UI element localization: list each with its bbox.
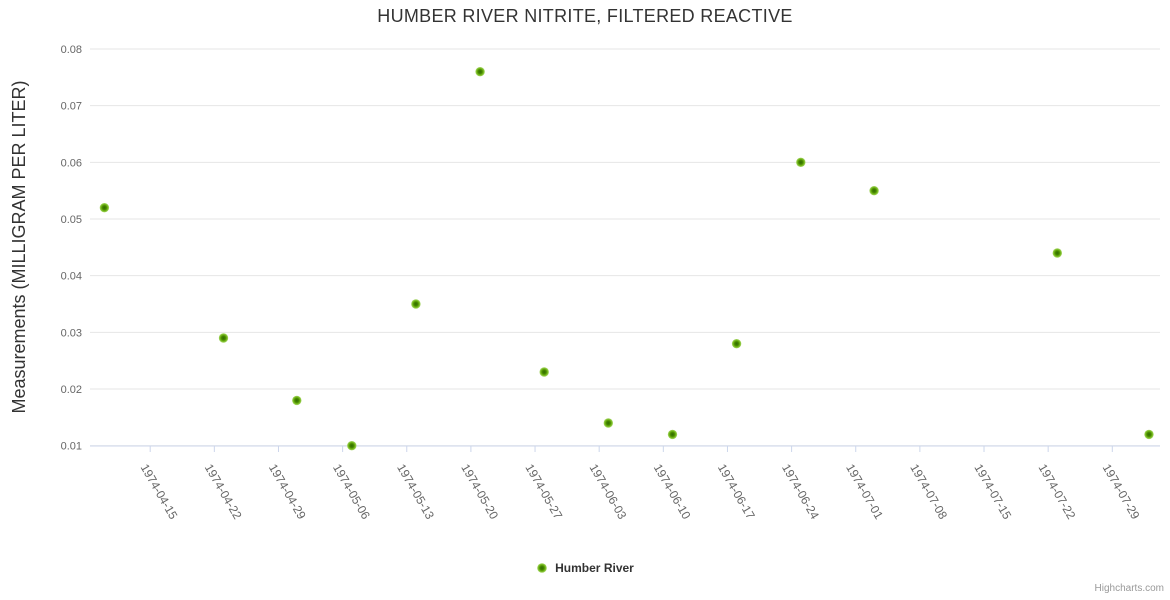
legend-item-humber-river[interactable]: Humber River xyxy=(0,561,1170,575)
x-axis-label: 1974-06-03 xyxy=(587,462,630,522)
y-axis-label: 0.02 xyxy=(61,384,82,396)
data-point[interactable] xyxy=(347,441,357,451)
chart-title: HUMBER RIVER NITRITE, FILTERED REACTIVE xyxy=(377,6,793,26)
data-point[interactable] xyxy=(218,333,229,343)
x-axis-label: 1974-05-20 xyxy=(458,462,501,522)
data-point[interactable] xyxy=(1144,429,1154,440)
y-axis-label: 0.08 xyxy=(61,44,82,56)
data-point[interactable] xyxy=(411,299,421,309)
legend-series-label: Humber River xyxy=(555,561,634,575)
data-point[interactable] xyxy=(475,67,485,77)
x-axis-label: 1974-04-15 xyxy=(138,462,181,522)
x-axis-label: 1974-04-29 xyxy=(266,462,309,522)
y-axis-label: 0.05 xyxy=(61,214,82,226)
y-axis-label: 0.03 xyxy=(61,327,82,339)
x-axis-label: 1974-06-10 xyxy=(651,462,694,522)
x-axis-label: 1974-05-13 xyxy=(394,462,437,522)
y-axis-label: 0.01 xyxy=(61,441,82,453)
x-axis-label: 1974-07-29 xyxy=(1100,462,1143,522)
data-point[interactable] xyxy=(796,157,806,167)
x-axis-label: 1974-05-06 xyxy=(330,462,373,522)
data-point[interactable] xyxy=(539,367,549,377)
x-axis-label: 1974-06-24 xyxy=(779,462,822,522)
y-axis-label: 0.07 xyxy=(61,101,82,113)
x-axis-label: 1974-07-01 xyxy=(843,462,886,522)
x-axis-label: 1974-05-27 xyxy=(522,462,565,522)
y-axis-label: 0.04 xyxy=(61,271,82,283)
data-point[interactable] xyxy=(1052,248,1063,258)
data-point[interactable] xyxy=(667,429,678,440)
y-axis-label: 0.06 xyxy=(61,157,82,169)
legend-marker-icon xyxy=(537,563,547,573)
data-point[interactable] xyxy=(292,395,302,406)
x-axis-label: 1974-04-22 xyxy=(202,462,245,522)
data-point[interactable] xyxy=(603,418,613,428)
x-axis-label: 1974-07-15 xyxy=(971,462,1014,522)
y-axis-title: Measurements (MILLIGRAM PER LITER) xyxy=(9,80,29,413)
x-axis-label: 1974-07-22 xyxy=(1036,462,1079,522)
x-axis-label: 1974-07-08 xyxy=(907,462,950,522)
data-point[interactable] xyxy=(869,186,879,196)
data-point[interactable] xyxy=(731,339,742,349)
highcharts-credits-link[interactable]: Highcharts.com xyxy=(1094,583,1164,594)
x-axis-label: 1974-06-17 xyxy=(715,462,758,522)
data-point[interactable] xyxy=(99,203,110,213)
